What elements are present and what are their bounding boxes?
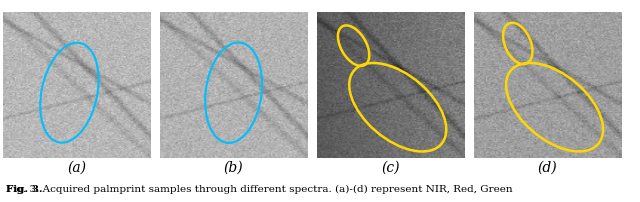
Text: Fig. 3.: Fig. 3. — [6, 185, 43, 194]
Text: (c): (c) — [381, 161, 399, 175]
Text: (b): (b) — [224, 161, 243, 175]
Text: (d): (d) — [538, 161, 557, 175]
Text: (a): (a) — [67, 161, 86, 175]
Text: Fig. 3. Acquired palmprint samples through different spectra. (a)-(d) represent : Fig. 3. Acquired palmprint samples throu… — [6, 185, 513, 194]
